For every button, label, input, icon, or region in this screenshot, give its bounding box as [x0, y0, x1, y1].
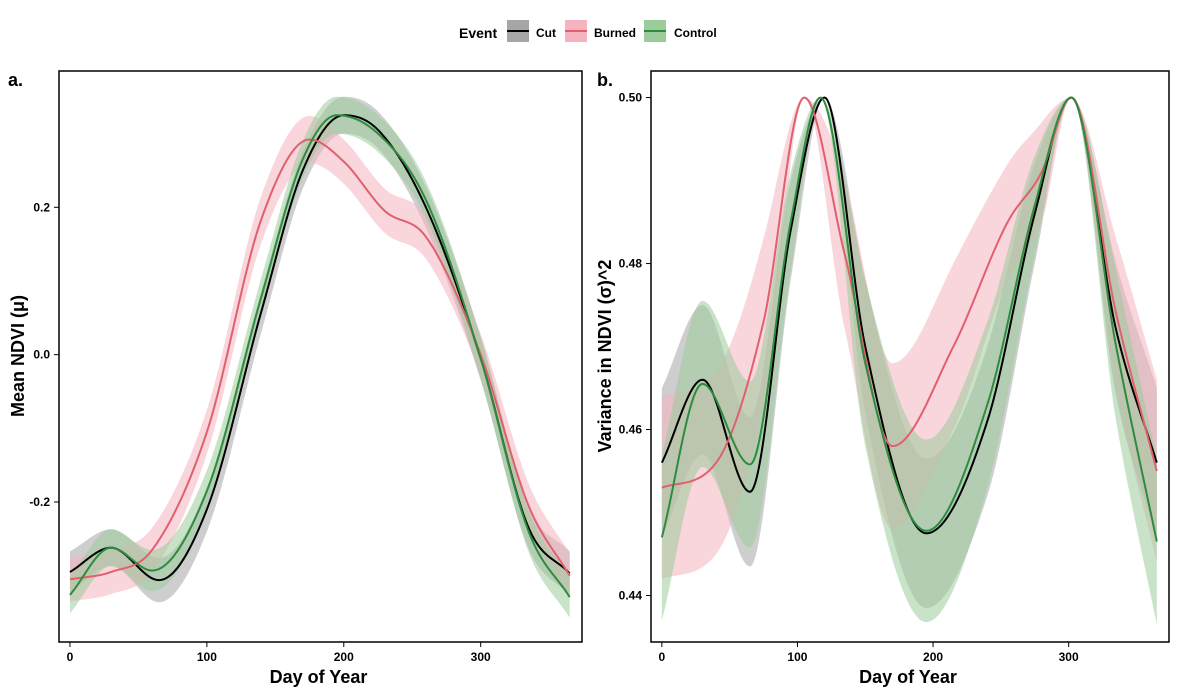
series-line-cut	[69, 114, 571, 582]
x-tick-label: 300	[471, 650, 491, 664]
panel-tag-b: b.	[597, 70, 613, 90]
x-tick-label: 100	[197, 650, 217, 664]
y-tick-label: 0.44	[619, 589, 643, 603]
x-tick-label: 200	[334, 650, 354, 664]
y-tick-label: 0.50	[619, 91, 643, 105]
x-tick-label: 100	[787, 650, 807, 664]
legend: Event Cut Burned Control	[459, 20, 717, 42]
series-line-control	[660, 96, 1158, 542]
y-tick-label: 0.48	[619, 257, 643, 271]
y-axis-title-a: Mean NDVI (μ)	[8, 295, 28, 417]
panel-a-mean-ndvi: a. 0 100 200 300 -0.2 0.0 0.2 Day of Year Mean ND…	[8, 70, 583, 687]
ci-band-burned	[69, 115, 570, 602]
legend-label-cut: Cut	[536, 26, 556, 40]
x-tick-label: 300	[1059, 650, 1079, 664]
y-tick-label: 0.46	[619, 423, 643, 437]
ci-band-cut	[69, 96, 570, 603]
legend-item-burned: Burned	[565, 20, 636, 42]
x-tick-label: 200	[923, 650, 943, 664]
y-axis-title-b: Variance in NDVI (σ)^2	[595, 260, 615, 453]
legend-title: Event	[459, 25, 497, 41]
y-tick-label: 0.0	[33, 348, 50, 362]
panel-b-variance-ndvi: b. 0 100 200 300 0.44 0.46 0.48 0.50 Day of Year V…	[595, 70, 1170, 687]
legend-item-cut: Cut	[507, 20, 556, 42]
panel-tag-a: a.	[8, 70, 23, 90]
ci-band-control	[69, 96, 570, 618]
legend-label-control: Control	[674, 26, 717, 40]
plot-frame-a	[58, 70, 583, 643]
y-tick-label: 0.2	[33, 200, 50, 214]
series-line-control	[69, 114, 571, 598]
x-axis-title-a: Day of Year	[270, 667, 368, 687]
x-tick-label: 0	[67, 650, 74, 664]
x-tick-label: 0	[659, 650, 666, 664]
plot-frame-b	[650, 70, 1170, 643]
legend-item-control: Control	[644, 20, 717, 42]
x-axis-title-b: Day of Year	[859, 667, 957, 687]
legend-label-burned: Burned	[594, 26, 636, 40]
y-tick-label: -0.2	[29, 495, 50, 509]
series-line-burned	[69, 138, 571, 581]
ci-band-control	[661, 97, 1157, 625]
